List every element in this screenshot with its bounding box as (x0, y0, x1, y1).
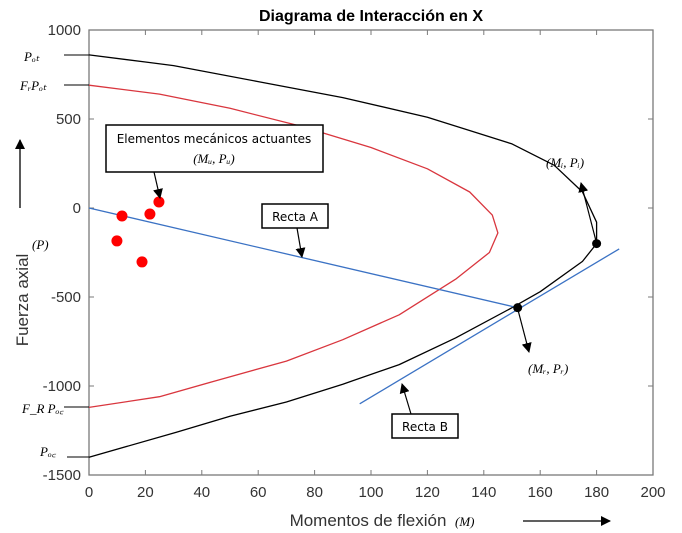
arrow-recta-a-icon (295, 227, 306, 258)
y-tick-label: -1500 (43, 467, 81, 484)
series-line (88, 54, 598, 458)
x-tick-label: 140 (471, 484, 496, 501)
key-point (513, 303, 523, 313)
y-tick-label: 1000 (48, 22, 81, 39)
annotation-recta-a: Recta A (272, 210, 319, 224)
arrow-elementos-icon (153, 171, 163, 199)
x-tick-label: 180 (584, 484, 609, 501)
actuating-force-point (144, 208, 156, 220)
y-tick-label: -1000 (43, 378, 81, 395)
series-line (359, 248, 620, 405)
label-frpoc: F_R Pₒ꜀ (21, 401, 64, 416)
label-pot: Pₒₜ (23, 49, 41, 64)
actuating-force-point (153, 196, 165, 208)
x-axis-symbol: (M) (455, 514, 475, 529)
annotation-box-recta-a (261, 203, 329, 229)
annotation-elementos-line2: (Mᵤ, Pᵤ) (193, 151, 235, 166)
annotation-box-elementos (105, 124, 324, 173)
annotation-elementos-line1: Elementos mecánicos actuantes (117, 132, 312, 146)
actuating-force-point (136, 256, 148, 268)
x-tick-label: 200 (640, 484, 665, 501)
x-tick-label: 160 (528, 484, 553, 501)
x-tick-label: 100 (358, 484, 383, 501)
y-axis-symbol: (P) (32, 237, 49, 252)
series-layer (88, 54, 620, 458)
y-tick-label: -500 (51, 289, 81, 306)
x-tick-label: 0 (85, 484, 93, 501)
x-axis-label: Momentos de flexión (290, 511, 447, 530)
arrow-mr-pr-icon (517, 309, 532, 353)
arrow-mi-pi-icon (578, 182, 597, 242)
x-tick-label: 80 (306, 484, 323, 501)
x-tick-label: 120 (415, 484, 440, 501)
actuating-force-point (116, 210, 128, 222)
x-tick-label: 40 (193, 484, 210, 501)
series-line (88, 84, 499, 409)
annotation-mr-pr: (Mᵣ, Pᵣ) (528, 361, 568, 376)
label-frpot: FᵣPₒₜ (19, 78, 48, 93)
actuating-force-point (111, 235, 123, 247)
label-poc: Pₒ꜀ (39, 444, 57, 459)
key-point (592, 239, 602, 249)
annotation-recta-b: Recta B (402, 420, 448, 434)
annotation-mi-pi: (Mᵢ, Pᵢ) (546, 155, 584, 170)
arrow-recta-b-icon (399, 383, 412, 415)
y-tick-label: 0 (73, 200, 81, 217)
y-axis-label: Fuerza axial (13, 254, 32, 347)
x-tick-label: 20 (137, 484, 154, 501)
x-tick-label: 60 (250, 484, 267, 501)
y-tick-label: 500 (56, 111, 81, 128)
chart-title: Diagrama de Interacción en X (259, 8, 483, 25)
annotation-box-recta-b (391, 413, 459, 439)
axis-ticks: 0 20 40 60 80 100 120 140 160 180 200 1000 500 0 -500 -… (43, 22, 666, 501)
